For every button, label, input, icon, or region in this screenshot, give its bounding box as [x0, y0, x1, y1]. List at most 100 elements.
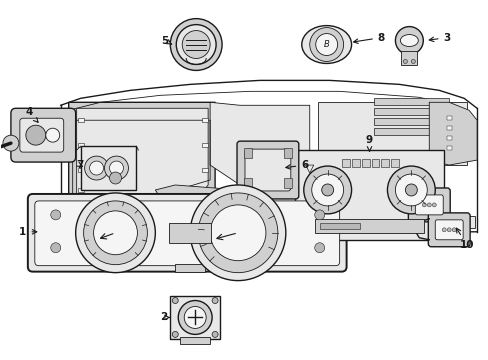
Bar: [244, 178, 251, 188]
Circle shape: [89, 161, 103, 175]
Circle shape: [104, 156, 128, 180]
Bar: [169, 223, 211, 243]
Circle shape: [84, 156, 108, 180]
Circle shape: [51, 243, 61, 253]
Bar: [374, 128, 448, 135]
Bar: [78, 168, 83, 172]
Text: 4: 4: [25, 107, 38, 122]
Text: 1: 1: [19, 227, 37, 237]
Bar: [260, 221, 264, 225]
Bar: [283, 178, 291, 188]
Circle shape: [321, 184, 333, 196]
Text: 8: 8: [353, 32, 385, 44]
Circle shape: [315, 33, 337, 55]
Bar: [339, 221, 344, 225]
Circle shape: [170, 19, 222, 71]
Bar: [202, 118, 208, 122]
Circle shape: [212, 332, 218, 337]
Text: 7: 7: [76, 160, 83, 170]
FancyBboxPatch shape: [28, 194, 346, 272]
Bar: [447, 116, 451, 120]
Circle shape: [172, 332, 178, 337]
Circle shape: [422, 203, 426, 207]
Bar: [68, 216, 474, 228]
Circle shape: [309, 28, 343, 62]
Circle shape: [386, 166, 434, 214]
Circle shape: [109, 172, 121, 184]
Circle shape: [178, 301, 212, 334]
Bar: [341, 159, 349, 167]
Bar: [319, 223, 359, 229]
Circle shape: [395, 27, 423, 54]
Polygon shape: [155, 185, 309, 212]
Bar: [374, 98, 448, 105]
Circle shape: [405, 184, 416, 196]
Bar: [374, 118, 448, 125]
Circle shape: [198, 193, 277, 273]
Circle shape: [109, 161, 123, 175]
Text: 3: 3: [428, 32, 450, 42]
Text: 9: 9: [365, 135, 372, 151]
Bar: [283, 148, 291, 158]
Bar: [120, 221, 125, 225]
Circle shape: [51, 210, 61, 220]
Circle shape: [410, 59, 414, 63]
Circle shape: [431, 203, 435, 207]
Text: 10: 10: [455, 228, 473, 250]
Circle shape: [427, 203, 430, 207]
Circle shape: [403, 59, 407, 63]
Circle shape: [76, 193, 155, 273]
Bar: [401, 51, 416, 66]
Circle shape: [451, 228, 455, 232]
Polygon shape: [210, 102, 309, 195]
Circle shape: [172, 298, 178, 303]
FancyBboxPatch shape: [414, 195, 442, 215]
Circle shape: [176, 24, 216, 64]
Circle shape: [83, 201, 147, 265]
Polygon shape: [317, 102, 466, 165]
Bar: [78, 118, 83, 122]
FancyBboxPatch shape: [237, 141, 298, 199]
Text: B: B: [323, 40, 329, 49]
Bar: [399, 221, 404, 225]
Circle shape: [182, 31, 210, 58]
Bar: [390, 159, 399, 167]
Circle shape: [184, 306, 206, 328]
Circle shape: [303, 166, 351, 214]
FancyBboxPatch shape: [35, 201, 339, 266]
FancyBboxPatch shape: [434, 220, 462, 240]
Bar: [314, 219, 424, 233]
Circle shape: [210, 205, 265, 261]
Bar: [361, 159, 369, 167]
Bar: [447, 136, 451, 140]
Circle shape: [395, 174, 427, 206]
Bar: [202, 168, 208, 172]
Bar: [447, 126, 451, 130]
Circle shape: [314, 210, 324, 220]
Bar: [78, 188, 83, 192]
Bar: [447, 146, 451, 150]
Polygon shape: [77, 108, 208, 207]
Text: 2: 2: [160, 312, 169, 323]
Circle shape: [441, 228, 446, 232]
Circle shape: [190, 185, 285, 280]
Bar: [170, 296, 220, 339]
Text: 6: 6: [285, 160, 308, 170]
FancyBboxPatch shape: [427, 213, 469, 247]
Polygon shape: [68, 102, 215, 215]
Bar: [371, 159, 379, 167]
Circle shape: [3, 135, 19, 151]
Bar: [244, 148, 251, 158]
Circle shape: [311, 174, 343, 206]
Text: 5: 5: [162, 36, 171, 46]
Ellipse shape: [400, 35, 417, 46]
Circle shape: [93, 211, 137, 255]
Circle shape: [46, 128, 60, 142]
Bar: [374, 108, 448, 115]
Bar: [175, 264, 205, 272]
Bar: [180, 337, 210, 345]
FancyBboxPatch shape: [407, 188, 449, 222]
Circle shape: [314, 243, 324, 253]
Circle shape: [26, 125, 46, 145]
Polygon shape: [428, 102, 476, 165]
